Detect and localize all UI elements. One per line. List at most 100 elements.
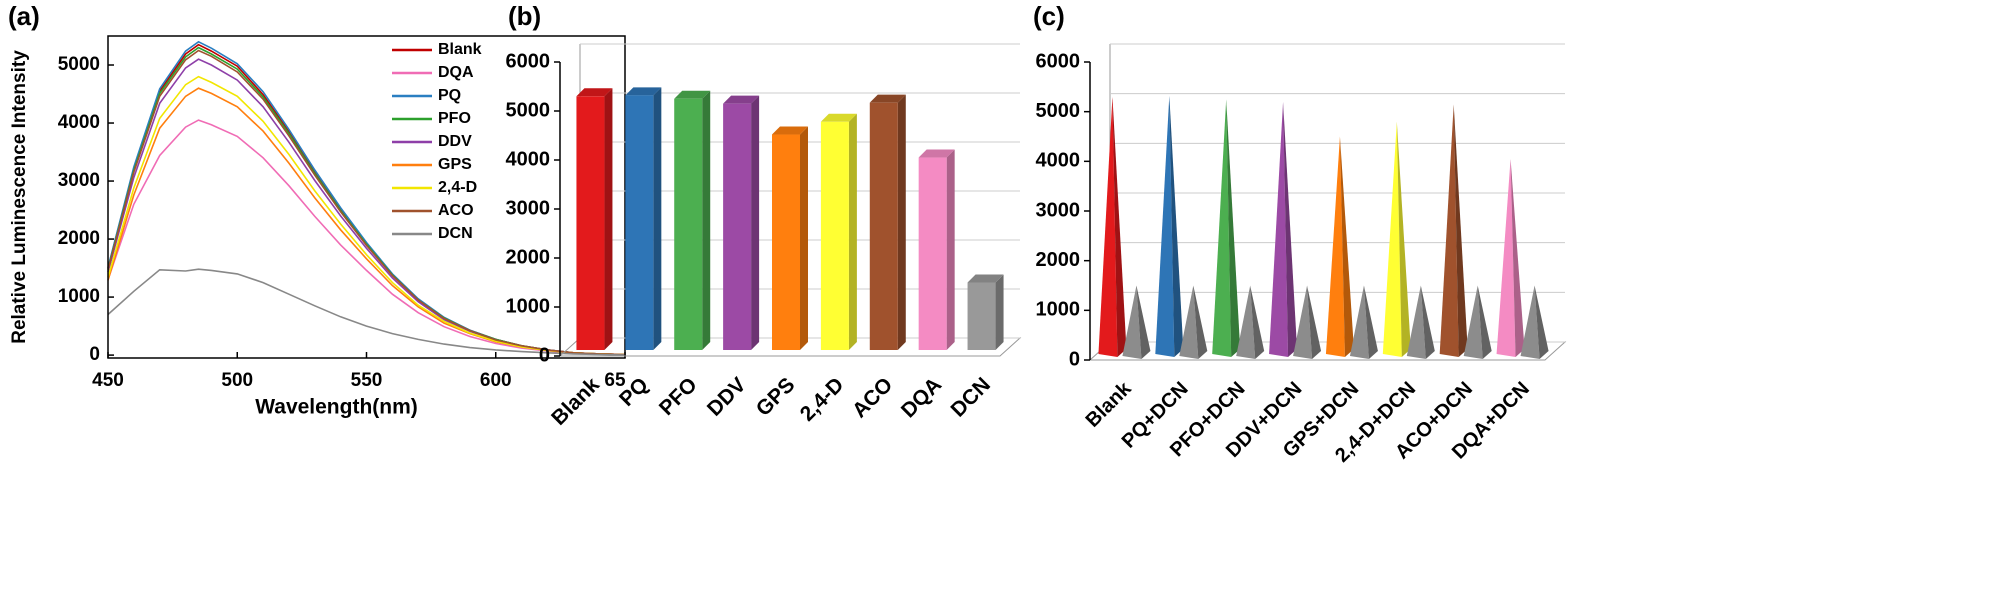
pyramid-side [1226, 99, 1241, 357]
y-tick-label: 5000 [58, 54, 100, 75]
x-tick-label: Blank [547, 373, 604, 430]
bar-side [604, 88, 613, 351]
bar-top [918, 149, 955, 158]
spectrum-line [107, 75, 626, 356]
bar-side [946, 149, 955, 350]
plot-frame [107, 35, 626, 359]
y-tick-label: 2000 [1036, 249, 1081, 271]
x-tick-label: DCN [947, 373, 995, 421]
legend-label: Blank [438, 41, 482, 58]
y-tick-label: 4000 [1036, 150, 1081, 172]
bar-side [653, 87, 662, 350]
x-tick-label: PFO [655, 373, 702, 420]
legend-label: GPS [438, 156, 472, 173]
bar-side [995, 274, 1004, 350]
y-tick-label: 6000 [1036, 50, 1081, 72]
pyramid-face [1269, 101, 1289, 357]
y-tick-label: 4000 [506, 148, 551, 170]
panel-label: (b) [508, 1, 541, 31]
x-tick-label: 600 [480, 370, 512, 391]
pyramid-side [1193, 285, 1208, 359]
legend-label: PQ [438, 87, 461, 104]
pyramid-side [1169, 95, 1184, 358]
pyramid-face [1463, 285, 1483, 359]
bar [967, 282, 996, 350]
pyramid-face [1236, 285, 1256, 359]
bar [869, 102, 898, 350]
pyramid-face [1325, 136, 1345, 357]
legend-label: DDV [438, 133, 472, 150]
x-tick-label: Blank [1082, 377, 1137, 432]
y-tick-label: 4000 [58, 112, 100, 133]
bar-top [967, 274, 1004, 283]
x-tick-label: 65 [604, 370, 626, 391]
y-tick-label: 0 [539, 344, 550, 366]
bar-top [820, 113, 857, 122]
bar [674, 98, 703, 350]
legend-label: DQA [438, 64, 474, 81]
pyramid-face [1496, 158, 1516, 357]
bar [723, 103, 752, 351]
y-tick-label: 0 [89, 344, 100, 365]
bar [918, 157, 947, 350]
y-tick-label: 1000 [506, 295, 551, 317]
pyramid-side [1510, 158, 1525, 357]
bar-top [772, 126, 808, 135]
y-tick-label: 1000 [1036, 299, 1081, 321]
x-tick-label: DDV [703, 373, 751, 421]
pyramid-face [1122, 285, 1142, 359]
pyramid-side [1420, 285, 1435, 359]
y-tick-label: 2000 [506, 246, 551, 268]
bar-top [723, 95, 760, 104]
x-tick-label: 450 [92, 370, 124, 391]
pyramid-face [1406, 285, 1426, 359]
bar [820, 121, 849, 350]
bar [772, 134, 800, 350]
x-tick-label: DQA [897, 373, 946, 422]
spectrum-line [107, 268, 626, 356]
x-axis-title: Wavelength(nm) [255, 396, 418, 419]
panel-label: (c) [1033, 1, 1065, 31]
y-tick-label: 0 [1069, 348, 1080, 370]
pyramid-side [1112, 96, 1127, 358]
pyramid-side [1453, 104, 1468, 357]
bar [625, 95, 654, 350]
pyramid-side [1363, 285, 1378, 359]
x-tick-label: 2,4-D [796, 373, 849, 426]
pyramid-side [1283, 101, 1298, 357]
bar-top [869, 94, 906, 103]
y-tick-label: 5000 [506, 99, 551, 121]
pyramid-face [1349, 285, 1369, 359]
pyramid-face [1098, 96, 1118, 358]
bar-side [848, 113, 857, 350]
x-tick-label: ACO [848, 373, 897, 422]
bar-side [800, 126, 808, 351]
y-tick-label: 3000 [506, 197, 551, 219]
y-tick-label: 6000 [506, 50, 551, 72]
panel-label: (a) [8, 1, 40, 31]
y-tick-label: 5000 [1036, 100, 1081, 122]
spectrum-line [107, 49, 626, 356]
legend-label: DCN [438, 225, 473, 242]
y-tick-label: 3000 [58, 170, 100, 191]
pyramid-side [1250, 285, 1265, 359]
pyramid-face [1155, 95, 1175, 358]
pyramid-side [1534, 285, 1549, 359]
x-tick-label: 550 [351, 370, 383, 391]
pyramid-side [1396, 121, 1411, 357]
pyramid-face [1520, 285, 1540, 359]
x-tick-label: GPS [752, 373, 800, 421]
legend-label: 2,4-D [438, 179, 477, 196]
y-tick-label: 2000 [58, 228, 100, 249]
bar [576, 96, 605, 350]
legend-label: ACO [438, 202, 474, 219]
bar-side [751, 95, 760, 351]
pyramid-side [1477, 285, 1492, 359]
pyramid-side [1136, 285, 1151, 359]
pyramid-face [1293, 285, 1313, 359]
bar-top [576, 88, 613, 97]
pyramid-face [1179, 285, 1199, 359]
y-axis-title: Relative Luminescence Intensity [9, 50, 30, 344]
